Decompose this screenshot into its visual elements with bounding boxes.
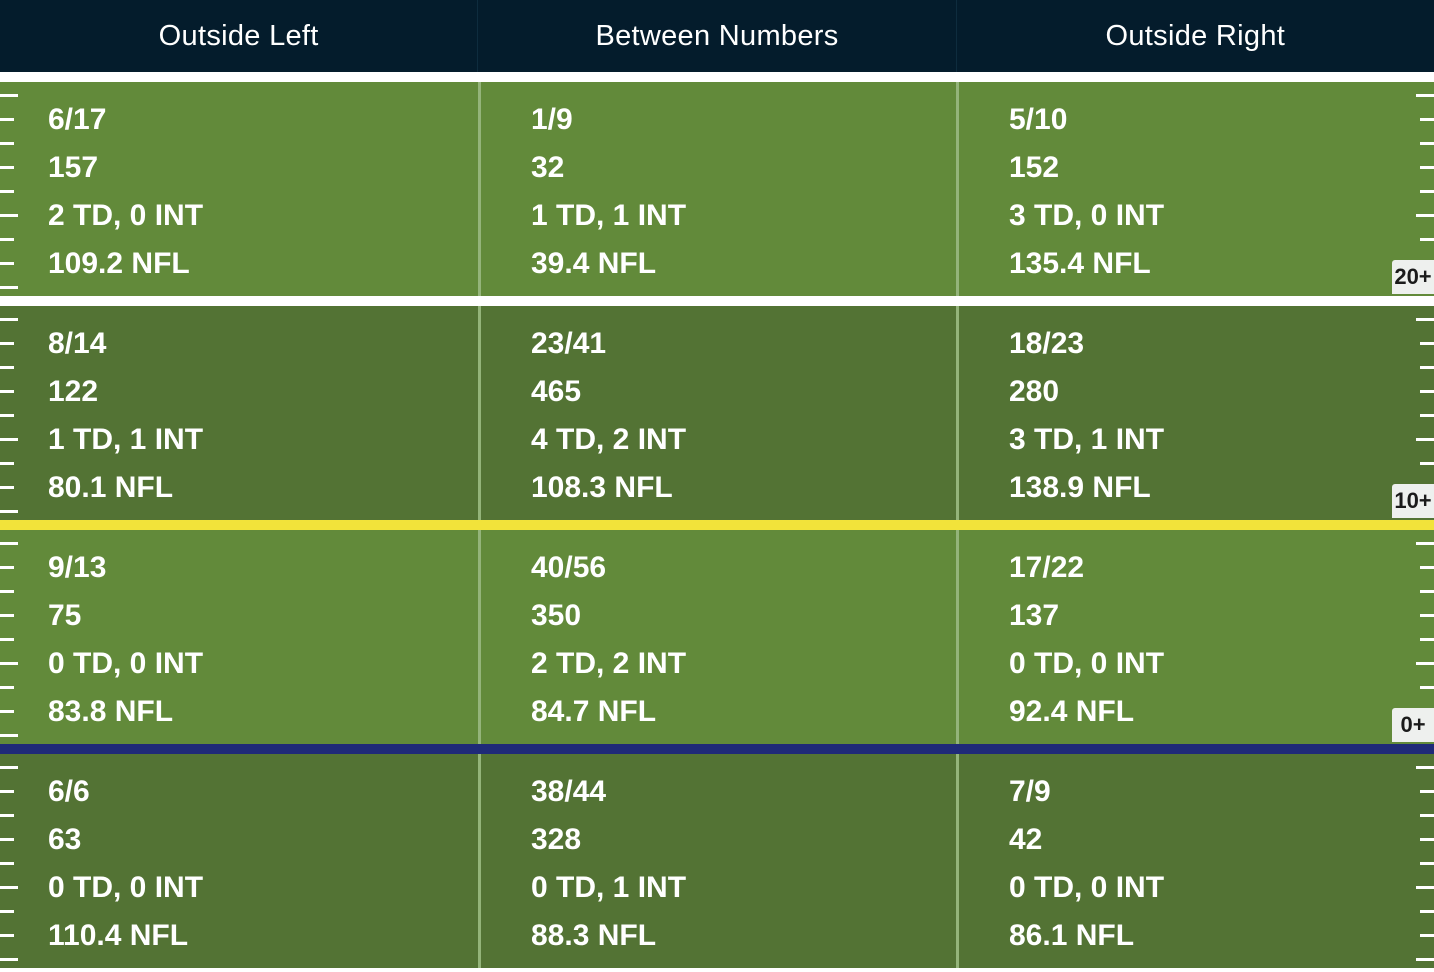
stat-passer-rating: 88.3 NFL <box>531 919 657 952</box>
stat-completions: 1/9 <box>531 103 573 136</box>
stat-td-int: 0 TD, 0 INT <box>1009 871 1165 904</box>
stat-td-int: 0 TD, 0 INT <box>48 871 204 904</box>
stat-cell-outside-left: 6/6 63 0 TD, 0 INT 110.4 NFL <box>0 754 478 968</box>
field-zone-4: 6/6 63 0 TD, 0 INT 110.4 NFL 38/44 328 0 TD, 1… <box>0 754 1434 968</box>
stat-yards: 122 <box>48 375 99 408</box>
stat-yards: 280 <box>1009 375 1060 408</box>
hash-marks-right <box>1416 754 1434 968</box>
column-header-outside-left: Outside Left <box>158 19 319 52</box>
stat-completions: 5/10 <box>1009 103 1068 136</box>
stat-cell-outside-left: 8/14 122 1 TD, 1 INT 80.1 NFL <box>0 306 478 520</box>
stat-cell-outside-left: 6/17 157 2 TD, 0 INT 109.2 NFL <box>0 82 478 296</box>
field-zone-3: 9/13 75 0 TD, 0 INT 83.8 NFL 40/56 350 2 TD, 2… <box>0 530 1434 744</box>
stat-completions: 18/23 <box>1009 327 1085 360</box>
field-zone-1: 6/17 157 2 TD, 0 INT 109.2 NFL 1/9 32 1 TD, 1 … <box>0 82 1434 296</box>
stat-completions: 7/9 <box>1009 775 1051 808</box>
stat-cell-outside-left: 9/13 75 0 TD, 0 INT 83.8 NFL <box>0 530 478 744</box>
stat-yards: 75 <box>48 599 82 632</box>
stat-yards: 328 <box>531 823 582 856</box>
stat-completions: 6/17 <box>48 103 107 136</box>
stat-cell-between-numbers: 23/41 465 4 TD, 2 INT 108.3 NFL <box>478 306 956 520</box>
stat-passer-rating: 92.4 NFL <box>1009 695 1135 728</box>
stat-passer-rating: 108.3 NFL <box>531 471 673 504</box>
column-header-bar: Outside Left Between Numbers Outside Rig… <box>0 0 1434 72</box>
stat-td-int: 1 TD, 1 INT <box>48 423 204 456</box>
column-header-between-numbers: Between Numbers <box>477 0 955 72</box>
stat-yards: 350 <box>531 599 582 632</box>
stat-completions: 40/56 <box>531 551 607 584</box>
stat-td-int: 0 TD, 0 INT <box>1009 647 1165 680</box>
line-of-scrimmage <box>0 744 1434 754</box>
stat-yards: 157 <box>48 151 99 184</box>
stat-td-int: 0 TD, 1 INT <box>531 871 687 904</box>
stat-passer-rating: 135.4 NFL <box>1009 247 1151 280</box>
stat-passer-rating: 84.7 NFL <box>531 695 657 728</box>
stat-yards: 42 <box>1009 823 1043 856</box>
stat-cell-outside-right: 17/22 137 0 TD, 0 INT 92.4 NFL <box>956 530 1434 744</box>
stat-completions: 6/6 <box>48 775 90 808</box>
stat-td-int: 3 TD, 1 INT <box>1009 423 1165 456</box>
stat-completions: 8/14 <box>48 327 107 360</box>
hash-marks-left <box>0 306 18 520</box>
stat-cell-between-numbers: 1/9 32 1 TD, 1 INT 39.4 NFL <box>478 82 956 296</box>
hash-marks-left <box>0 530 18 744</box>
stat-passer-rating: 109.2 NFL <box>48 247 190 280</box>
stat-yards: 63 <box>48 823 82 856</box>
yard-line-20 <box>0 296 1434 306</box>
stat-passer-rating: 39.4 NFL <box>531 247 657 280</box>
stat-td-int: 1 TD, 1 INT <box>531 199 687 232</box>
stat-td-int: 2 TD, 2 INT <box>531 647 687 680</box>
stat-yards: 465 <box>531 375 582 408</box>
stat-completions: 9/13 <box>48 551 107 584</box>
stat-td-int: 3 TD, 0 INT <box>1009 199 1165 232</box>
stat-cell-between-numbers: 38/44 328 0 TD, 1 INT 88.3 NFL <box>478 754 956 968</box>
stat-passer-rating: 86.1 NFL <box>1009 919 1135 952</box>
yard-line-10 <box>0 520 1434 530</box>
zone-depth-badge: 20+ <box>1392 260 1434 294</box>
stat-passer-rating: 83.8 NFL <box>48 695 174 728</box>
stat-td-int: 4 TD, 2 INT <box>531 423 687 456</box>
stat-completions: 17/22 <box>1009 551 1085 584</box>
zone-depth-badge: 10+ <box>1392 484 1434 518</box>
stat-passer-rating: 138.9 NFL <box>1009 471 1151 504</box>
zone-depth-badge: 0+ <box>1392 708 1434 742</box>
field-zone-2: 8/14 122 1 TD, 1 INT 80.1 NFL 23/41 465 4 TD, … <box>0 306 1434 520</box>
stat-yards: 152 <box>1009 151 1060 184</box>
stat-passer-rating: 80.1 NFL <box>48 471 174 504</box>
stat-cell-outside-right: 5/10 152 3 TD, 0 INT 135.4 NFL <box>956 82 1434 296</box>
stat-cell-between-numbers: 40/56 350 2 TD, 2 INT 84.7 NFL <box>478 530 956 744</box>
stat-cell-outside-right: 7/9 42 0 TD, 0 INT 86.1 NFL <box>956 754 1434 968</box>
stat-yards: 32 <box>531 151 565 184</box>
column-header-outside-right: Outside Right <box>955 0 1434 72</box>
stat-passer-rating: 110.4 NFL <box>48 919 189 952</box>
stat-completions: 23/41 <box>531 327 607 360</box>
stat-yards: 137 <box>1009 599 1060 632</box>
stat-cell-outside-right: 18/23 280 3 TD, 1 INT 138.9 NFL <box>956 306 1434 520</box>
stat-td-int: 2 TD, 0 INT <box>48 199 204 232</box>
yard-line-top <box>0 72 1434 82</box>
stat-completions: 38/44 <box>531 775 607 808</box>
stat-td-int: 0 TD, 0 INT <box>48 647 204 680</box>
hash-marks-left <box>0 82 18 296</box>
hash-marks-left <box>0 754 18 968</box>
